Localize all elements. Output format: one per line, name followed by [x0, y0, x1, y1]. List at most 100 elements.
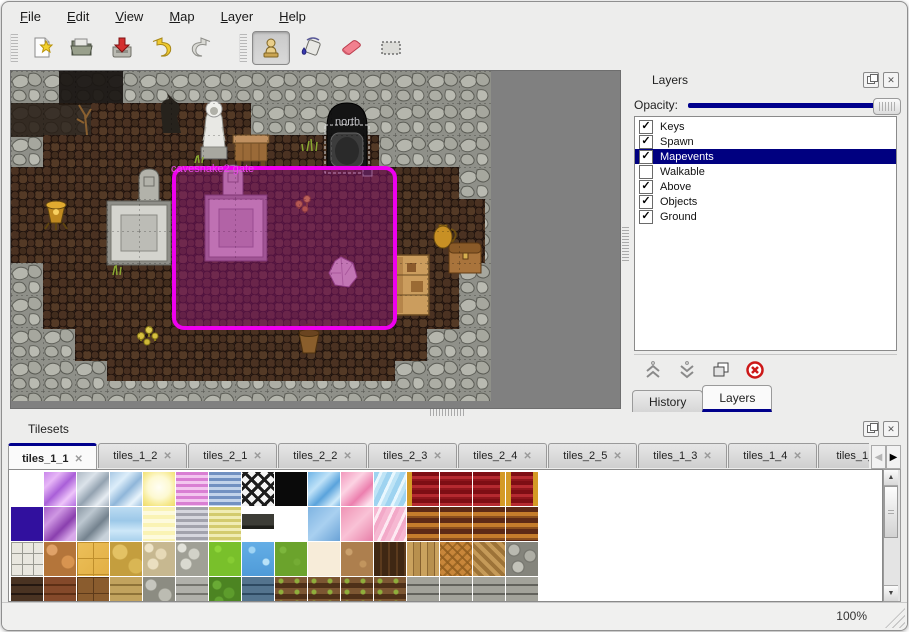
palette-tile-curtain-red[interactable]: [440, 472, 472, 506]
palette-tile-brick-sand[interactable]: [110, 577, 142, 601]
palette-tile-streaks-blue[interactable]: [374, 472, 406, 506]
palette-tile-dirt-rows[interactable]: [374, 577, 406, 601]
palette-tile-dirt-rows[interactable]: [341, 577, 373, 601]
palette-tile-brickwall-gray[interactable]: [440, 577, 472, 601]
palette-tile-grass-bright[interactable]: [209, 542, 241, 576]
palette-tile-brick-dark[interactable]: [11, 577, 43, 601]
palette-tile-tile-blue[interactable]: [308, 507, 340, 541]
palette-tile-cobble-orange[interactable]: [44, 542, 76, 576]
scrollbar-thumb[interactable]: [884, 486, 898, 538]
close-panel-icon[interactable]: ✕: [883, 72, 899, 88]
palette-tile-water-light[interactable]: [110, 507, 142, 541]
eraser-tool-button[interactable]: [332, 31, 370, 65]
palette-tile-brickwall-gray[interactable]: [473, 577, 505, 601]
palette-tile-pebbles-gray[interactable]: [176, 542, 208, 576]
palette-tile-curtain-gold-both[interactable]: [506, 472, 538, 506]
open-file-button[interactable]: [63, 31, 101, 65]
checked-checkbox[interactable]: ✓: [639, 119, 653, 134]
palette-tile-black[interactable]: [275, 472, 307, 506]
checked-checkbox[interactable]: ✓: [639, 134, 653, 149]
palette-tile-pebbles-beige[interactable]: [143, 542, 175, 576]
palette-tile-grass-green[interactable]: [275, 542, 307, 576]
palette-tile-white[interactable]: [11, 472, 43, 506]
close-tab-icon[interactable]: ✕: [163, 450, 172, 462]
layer-row-mapevents[interactable]: ✓ Mapevents: [635, 149, 896, 164]
lower-layer-button[interactable]: [676, 359, 698, 381]
raise-layer-button[interactable]: [642, 359, 664, 381]
palette-tile-cream[interactable]: [308, 542, 340, 576]
opacity-slider[interactable]: [688, 97, 901, 115]
palette-tile-brickwall-gray[interactable]: [506, 577, 538, 601]
menu-help[interactable]: Help: [279, 8, 306, 24]
palette-tile-wood-stripes[interactable]: [506, 507, 538, 541]
palette-tile-stone-logs[interactable]: [506, 542, 538, 576]
tileset-tab-tiles_1_2[interactable]: tiles_1_2 ✕: [98, 443, 187, 468]
tileset-tab-tiles_2_3[interactable]: tiles_2_3 ✕: [368, 443, 457, 468]
menu-layer[interactable]: Layer: [220, 8, 254, 24]
save-file-button[interactable]: [103, 31, 141, 65]
unchecked-checkbox[interactable]: [639, 164, 653, 179]
new-file-button[interactable]: [23, 31, 61, 65]
scroll-up-icon[interactable]: ▲: [884, 470, 898, 486]
palette-tile-stripes-blue[interactable]: [209, 472, 241, 506]
tileset-tab-tiles_1_[interactable]: tiles_1_✕: [818, 443, 869, 468]
palette-tile-dirt-pebbles[interactable]: [341, 542, 373, 576]
opacity-slider-handle[interactable]: [873, 97, 901, 115]
menu-map[interactable]: Map: [169, 8, 195, 24]
menu-view[interactable]: View: [115, 8, 144, 24]
map-viewport[interactable]: cavesnake2 gate north: [10, 70, 621, 409]
undo-button[interactable]: [143, 31, 181, 65]
palette-tile-paving-white[interactable]: [11, 542, 43, 576]
duplicate-layer-button[interactable]: [710, 359, 732, 381]
palette-tile-pale-yellow[interactable]: [143, 507, 175, 541]
palette-tile-stripes-pink[interactable]: [176, 472, 208, 506]
palette-tile-glass-purple[interactable]: [44, 472, 76, 506]
tileset-tab-tiles_2_5[interactable]: tiles_2_5 ✕: [548, 443, 637, 468]
palette-tile-glow-yellow[interactable]: [143, 472, 175, 506]
scroll-tabs-right-icon[interactable]: ▶: [886, 445, 901, 469]
close-tab-icon[interactable]: ✕: [74, 453, 83, 465]
menu-edit[interactable]: Edit: [66, 8, 90, 24]
palette-tile-stripes-yellow[interactable]: [209, 507, 241, 541]
palette-tile-brickwall-gray[interactable]: [407, 577, 439, 601]
palette-tile-stone-yellow[interactable]: [110, 542, 142, 576]
palette-tile-glass-purple-dark[interactable]: [44, 507, 76, 541]
menu-file[interactable]: File: [20, 8, 41, 24]
close-tab-icon[interactable]: ✕: [433, 450, 442, 462]
layer-row-spawn[interactable]: ✓ Spawn: [635, 134, 896, 149]
tileset-tab-tiles_1_3[interactable]: tiles_1_3 ✕: [638, 443, 727, 468]
stamp-tool-button[interactable]: [252, 31, 290, 65]
rect-select-tool-button[interactable]: [372, 31, 410, 65]
scroll-down-icon[interactable]: ▼: [884, 585, 898, 601]
palette-tile-hedge-green[interactable]: [209, 577, 241, 601]
float-panel-icon[interactable]: [863, 72, 879, 88]
palette-tile-wood-stripes[interactable]: [440, 507, 472, 541]
layer-row-keys[interactable]: ✓ Keys: [635, 119, 896, 134]
fill-tool-button[interactable]: [292, 31, 330, 65]
close-tab-icon[interactable]: ✕: [253, 450, 262, 462]
palette-tile-brick-brown[interactable]: [44, 577, 76, 601]
palette-tile-streaks-pink[interactable]: [374, 507, 406, 541]
dock-tab-layers[interactable]: Layers: [702, 385, 773, 412]
dock-tab-history[interactable]: History: [632, 390, 704, 412]
horizontal-splitter-handle[interactable]: [430, 409, 464, 416]
float-panel-icon[interactable]: [863, 421, 879, 437]
layer-row-walkable[interactable]: Walkable: [635, 164, 896, 179]
close-tab-icon[interactable]: ✕: [523, 450, 532, 462]
palette-tile-tile-brown[interactable]: [77, 577, 109, 601]
palette-tile-glass-gray[interactable]: [77, 472, 109, 506]
palette-tile-wood-stripes[interactable]: [473, 507, 505, 541]
palette-tile-tile-pink[interactable]: [341, 507, 373, 541]
checked-checkbox[interactable]: ✓: [639, 149, 653, 164]
palette-tile-curtain-gold-right[interactable]: [473, 472, 505, 506]
palette-tile-glass-pink[interactable]: [341, 472, 373, 506]
palette-tile-water-blue[interactable]: [242, 542, 274, 576]
palette-tile-wood-planks[interactable]: [407, 542, 439, 576]
palette-tile-brick-gray[interactable]: [176, 577, 208, 601]
layer-row-objects[interactable]: ✓ Objects: [635, 194, 896, 209]
tileset-tab-tiles_2_1[interactable]: tiles_2_1 ✕: [188, 443, 277, 468]
close-tab-icon[interactable]: ✕: [793, 450, 802, 462]
palette-tile-herringbone[interactable]: [473, 542, 505, 576]
vertical-splitter-handle[interactable]: [622, 227, 629, 263]
close-tab-icon[interactable]: ✕: [613, 450, 622, 462]
